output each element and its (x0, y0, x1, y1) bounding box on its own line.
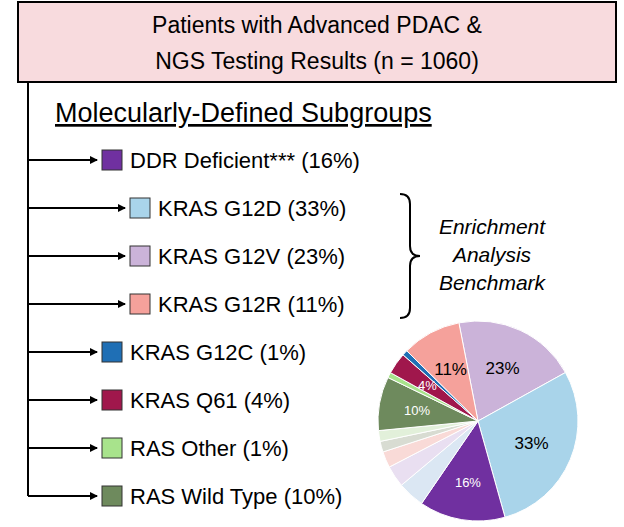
svg-text:KRAS G12V (23%): KRAS G12V (23%) (158, 244, 345, 269)
svg-text:10%: 10% (404, 403, 430, 418)
svg-text:KRAS G12R (11%): KRAS G12R (11%) (158, 292, 345, 317)
svg-text:23%: 23% (485, 359, 519, 378)
svg-text:KRAS G12D (33%): KRAS G12D (33%) (158, 196, 346, 221)
svg-text:KRAS Q61 (4%): KRAS Q61 (4%) (130, 388, 290, 413)
svg-text:Benchmark: Benchmark (439, 271, 547, 294)
svg-text:Analysis: Analysis (451, 243, 532, 266)
svg-text:4%: 4% (418, 378, 437, 393)
svg-text:DDR Deficient*** (16%): DDR Deficient*** (16%) (130, 148, 360, 173)
svg-text:Patients with Advanced PDAC &: Patients with Advanced PDAC & (152, 12, 482, 38)
svg-text:KRAS G12C (1%): KRAS G12C (1%) (130, 340, 306, 365)
svg-text:11%: 11% (434, 360, 467, 379)
svg-text:33%: 33% (515, 434, 549, 453)
svg-text:NGS Testing Results (n = 1060): NGS Testing Results (n = 1060) (155, 48, 479, 74)
svg-text:RAS Other (1%): RAS Other (1%) (130, 436, 289, 461)
svg-text:Enrichment: Enrichment (439, 215, 546, 238)
svg-text:16%: 16% (455, 475, 481, 490)
svg-text:Molecularly-Defined Subgroups: Molecularly-Defined Subgroups (55, 98, 432, 128)
svg-text:RAS Wild Type (10%): RAS Wild Type (10%) (130, 484, 342, 509)
